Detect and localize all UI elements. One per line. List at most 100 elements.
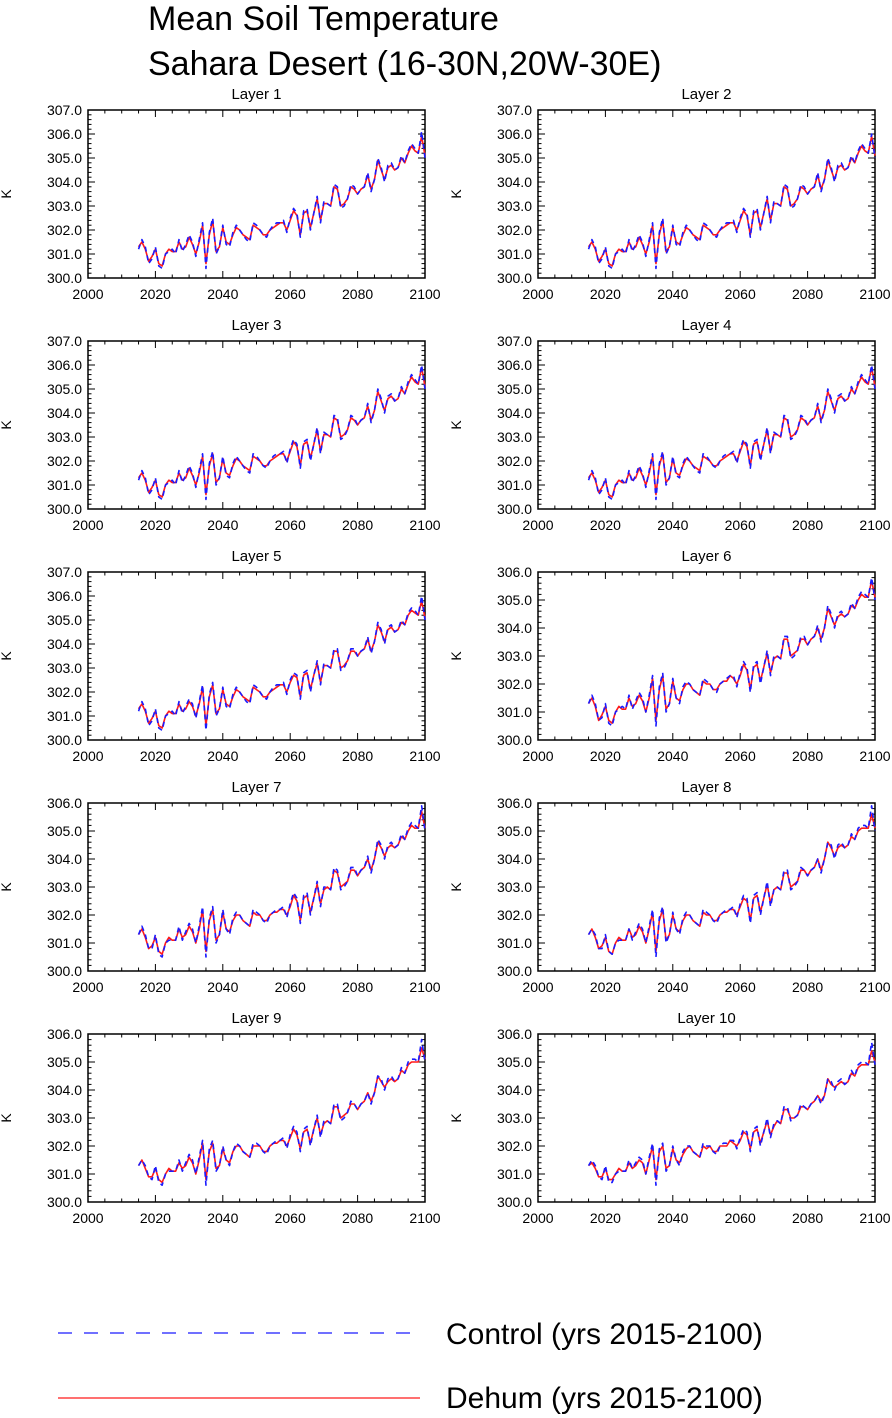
panel-layer-8: Layer 8 K 2000 2020 2040 2060 2080 2100 300.0 301… — [448, 779, 891, 995]
series-line-dehum-layer-9 — [137, 1047, 426, 1184]
x-tick-label-layer-10: 2100 — [859, 1210, 890, 1226]
series-line-control-layer-6 — [587, 576, 876, 727]
y-tick-label-layer-10: 301.0 — [497, 1166, 532, 1182]
x-tick-label-layer-4: 2000 — [522, 517, 553, 533]
x-tick-label-layer-9: 2100 — [409, 1210, 440, 1226]
series-line-control-layer-4 — [587, 364, 876, 501]
y-tick-label-layer-4: 302.0 — [497, 453, 532, 469]
plot-frame-layer-6 — [537, 571, 876, 741]
plot-frame-layer-4 — [537, 340, 876, 510]
y-tick-label-layer-3: 307.0 — [47, 333, 82, 349]
x-tick-label-layer-2: 2080 — [792, 286, 823, 302]
x-tick-label-layer-9: 2080 — [342, 1210, 373, 1226]
panel-layer-4: Layer 4 K 2000 2020 2040 2060 2080 2100 300.0 301… — [448, 317, 891, 533]
x-tick-label-layer-5: 2060 — [275, 748, 306, 764]
series-line-dehum-layer-6 — [587, 579, 876, 725]
series-line-dehum-layer-10 — [588, 1050, 876, 1181]
x-tick-label-layer-8: 2020 — [590, 979, 621, 995]
legend-control-label: Control (yrs 2015-2100) — [446, 1318, 763, 1351]
y-tick-label-layer-7: 302.0 — [47, 907, 82, 923]
y-tick-label-layer-10: 302.0 — [497, 1138, 532, 1154]
x-tick-label-layer-1: 2000 — [72, 286, 103, 302]
x-tick-label-layer-3: 2100 — [409, 517, 440, 533]
y-tick-label-layer-6: 304.0 — [497, 620, 532, 636]
y-tick-label-layer-1: 301.0 — [47, 246, 82, 262]
x-tick-label-layer-1: 2020 — [140, 286, 171, 302]
y-tick-label-layer-10: 300.0 — [497, 1194, 532, 1210]
x-tick-label-layer-4: 2060 — [725, 517, 756, 533]
x-tick-label-layer-8: 2040 — [657, 979, 688, 995]
y-tick-label-layer-1: 304.0 — [47, 174, 82, 190]
x-tick-label-layer-2: 2040 — [657, 286, 688, 302]
panel-title-layer-10: Layer 10 — [677, 1010, 735, 1027]
legend: Control (yrs 2015-2100) Dehum (yrs 2015-… — [58, 1318, 763, 1415]
y-tick-label-layer-3: 302.0 — [47, 453, 82, 469]
y-tick-label-layer-1: 307.0 — [47, 102, 82, 118]
x-tick-label-layer-1: 2080 — [342, 286, 373, 302]
x-tick-label-layer-3: 2000 — [72, 517, 103, 533]
series-line-control-layer-2 — [587, 133, 876, 270]
y-tick-label-layer-5: 303.0 — [47, 660, 82, 676]
y-tick-label-layer-9: 306.0 — [47, 1026, 82, 1042]
y-tick-label-layer-10: 304.0 — [497, 1082, 532, 1098]
series-line-control-layer-9 — [137, 1038, 426, 1186]
plot-frame-layer-1 — [87, 109, 426, 279]
x-tick-label-layer-3: 2080 — [342, 517, 373, 533]
x-tick-label-layer-4: 2100 — [859, 517, 890, 533]
y-tick-label-layer-7: 301.0 — [47, 935, 82, 951]
series-line-dehum-layer-7 — [137, 810, 426, 956]
panel-title-layer-7: Layer 7 — [231, 779, 281, 796]
x-tick-label-layer-8: 2100 — [859, 979, 890, 995]
x-tick-label-layer-5: 2100 — [409, 748, 440, 764]
y-axis-label-layer-1: K — [0, 189, 14, 199]
y-tick-label-layer-3: 301.0 — [47, 477, 82, 493]
plot-frame-layer-10 — [537, 1033, 876, 1203]
y-tick-label-layer-1: 302.0 — [47, 222, 82, 238]
y-tick-label-layer-4: 305.0 — [497, 381, 532, 397]
y-tick-label-layer-5: 304.0 — [47, 636, 82, 652]
y-tick-label-layer-10: 303.0 — [497, 1110, 532, 1126]
x-tick-label-layer-5: 2040 — [207, 748, 238, 764]
y-tick-label-layer-9: 304.0 — [47, 1082, 82, 1098]
y-axis-label-layer-7: K — [0, 882, 14, 892]
series-line-dehum-layer-4 — [587, 366, 876, 498]
series-line-control-layer-1 — [137, 130, 426, 270]
y-tick-label-layer-8: 300.0 — [497, 963, 532, 979]
y-tick-label-layer-7: 304.0 — [47, 851, 82, 867]
y-tick-label-layer-5: 302.0 — [47, 684, 82, 700]
y-axis-label-layer-6: K — [448, 651, 464, 661]
y-tick-label-layer-1: 300.0 — [47, 270, 82, 286]
plot-frame-layer-3 — [87, 340, 426, 510]
x-tick-label-layer-7: 2020 — [140, 979, 171, 995]
panel-title-layer-9: Layer 9 — [231, 1010, 281, 1027]
y-tick-label-layer-6: 302.0 — [497, 676, 532, 692]
panel-layer-10: Layer 10 K 2000 2020 2040 2060 2080 2100 300.0 30… — [448, 1010, 891, 1226]
y-tick-label-layer-2: 301.0 — [497, 246, 532, 262]
panel-title-layer-8: Layer 8 — [681, 779, 731, 796]
panel-title-layer-5: Layer 5 — [231, 548, 281, 565]
x-tick-label-layer-2: 2020 — [590, 286, 621, 302]
x-tick-label-layer-7: 2080 — [342, 979, 373, 995]
x-tick-label-layer-6: 2060 — [725, 748, 756, 764]
plot-frame-layer-8 — [537, 802, 876, 972]
x-tick-label-layer-8: 2000 — [522, 979, 553, 995]
y-tick-label-layer-9: 301.0 — [47, 1166, 82, 1182]
y-tick-label-layer-7: 306.0 — [47, 795, 82, 811]
figure-title-line-1: Mean Soil Temperature — [148, 0, 499, 38]
y-tick-label-layer-4: 300.0 — [497, 501, 532, 517]
y-tick-label-layer-1: 303.0 — [47, 198, 82, 214]
y-tick-label-layer-3: 303.0 — [47, 429, 82, 445]
panel-layer-7: Layer 7 K 2000 2020 2040 2060 2080 2100 300.0 301… — [0, 779, 441, 995]
x-tick-label-layer-7: 2000 — [72, 979, 103, 995]
y-axis-label-layer-9: K — [0, 1113, 14, 1123]
y-tick-label-layer-6: 301.0 — [497, 704, 532, 720]
x-tick-label-layer-8: 2080 — [792, 979, 823, 995]
x-tick-label-layer-10: 2020 — [590, 1210, 621, 1226]
y-tick-label-layer-8: 302.0 — [497, 907, 532, 923]
x-tick-label-layer-9: 2000 — [72, 1210, 103, 1226]
y-tick-label-layer-2: 307.0 — [497, 102, 532, 118]
x-tick-label-layer-4: 2040 — [657, 517, 688, 533]
panel-layer-1: Layer 1 K 2000 2020 2040 2060 2080 2100 300.0 301… — [0, 86, 441, 302]
x-tick-label-layer-6: 2100 — [859, 748, 890, 764]
panel-layer-6: Layer 6 K 2000 2020 2040 2060 2080 2100 300.0 301… — [448, 548, 891, 764]
